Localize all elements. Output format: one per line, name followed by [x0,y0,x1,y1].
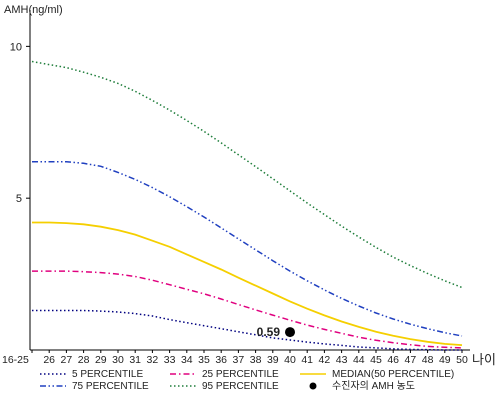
x-tick-label: 29 [95,354,107,366]
legend-item: 5 PERCENTILE [40,369,143,380]
x-tick-label: 40 [284,354,296,366]
legend-label: 95 PERCENTILE [202,381,279,392]
x-tick-label: 42 [319,354,331,366]
axes: AMH(ng/ml) 나이 [4,4,496,367]
legend-item: 25 PERCENTILE [170,369,279,380]
x-tick-label: 49 [439,354,451,366]
x-tick-label: 26 [43,354,55,366]
legend-label: MEDIAN(50 PERCENTILE) [332,369,454,380]
x-tick-label: 44 [353,354,365,366]
series-line-25-percentile [32,270,463,349]
series-line-5-percentile [32,309,462,351]
x-tick-label: 37 [233,354,245,366]
legend-label: 25 PERCENTILE [202,369,279,380]
y-tick-label: 5 [16,193,22,205]
legend-item: 95 PERCENTILE [170,381,279,392]
x-tick-label: 38 [250,354,262,366]
x-tick-label: 16-25 [2,354,29,366]
legend-item: MEDIAN(50 PERCENTILE) [300,369,454,380]
x-tick-label: 48 [422,354,434,366]
x-tick-label: 47 [405,354,417,366]
legend-item: 수진자의 AMH 농도 [309,380,415,392]
patient-amh-point [285,327,295,338]
series-line-75-percentile [32,160,463,337]
series-line-median-50-percentile [32,221,463,346]
legend-item: 75 PERCENTILE [40,381,149,392]
y-ticks: 5 10 [10,41,30,205]
patient-amh-value-label: 0.59 [257,325,281,339]
x-tick-label: 50 [456,354,468,366]
legend-label: 75 PERCENTILE [72,381,149,392]
x-tick-label: 33 [164,354,176,366]
legend: 5 PERCENTILE 25 PERCENTILE MEDIAN(50 PERCE… [40,369,454,392]
y-axis-title: AMH(ng/ml) [4,4,63,16]
patient-marker: 0.59 [257,325,295,339]
legend-label: 5 PERCENTILE [72,369,143,380]
x-tick-label: 31 [129,354,141,366]
legend-marker [309,382,317,390]
x-tick-label: 36 [215,354,227,366]
x-tick-label: 30 [112,354,124,366]
series-line-95-percentile [31,60,463,289]
legend-label: 수진자의 AMH 농도 [332,380,415,392]
x-tick-label: 34 [181,354,193,366]
x-tick-label: 43 [336,354,348,366]
y-tick-label: 10 [10,41,22,53]
x-tick-label: 27 [61,354,73,366]
x-tick-label: 41 [301,354,313,366]
x-axis-title: 나이 [472,352,496,367]
series-lines [31,60,463,351]
x-tick-label: 32 [147,354,159,366]
x-tick-label: 35 [198,354,210,366]
x-ticks: 16-25 26 27 28 29 30 31 32 33 34 35 36 37 38 39 40 41 42 4… [2,350,468,366]
x-tick-label: 45 [370,354,382,366]
x-tick-label: 46 [387,354,399,366]
x-tick-label: 39 [267,354,279,366]
x-tick-label: 28 [78,354,90,366]
